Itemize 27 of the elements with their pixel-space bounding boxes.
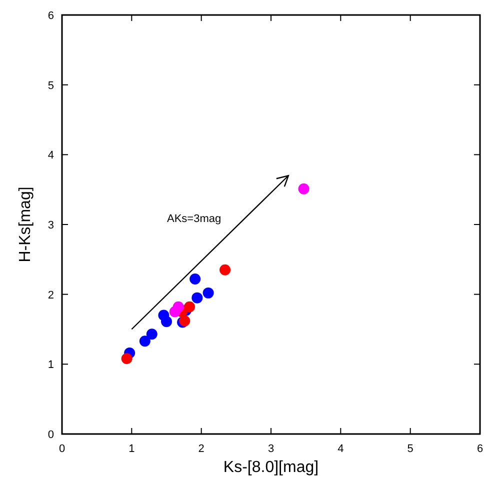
- y-tick-label: 6: [48, 10, 54, 22]
- y-tick-label: 0: [48, 429, 54, 441]
- x-tick-label: 2: [198, 443, 204, 455]
- x-tick-label: 3: [268, 443, 274, 455]
- annotation: AKs=3mag: [167, 213, 222, 225]
- point: [172, 301, 184, 312]
- y-tick-label: 1: [48, 359, 54, 372]
- x-axis-title: Ks-[8.0][mag]: [223, 459, 319, 476]
- point: [298, 183, 310, 194]
- y-tick-label: 3: [48, 220, 54, 232]
- x-tick-label: 6: [476, 443, 484, 455]
- x-tick-label: 5: [407, 443, 414, 455]
- point: [190, 273, 201, 284]
- y-tick-label: 4: [48, 150, 54, 162]
- y-tick-label: 2: [48, 289, 54, 302]
- y-tick-label: 5: [48, 80, 54, 92]
- point: [192, 292, 203, 304]
- x-tick-label: 4: [338, 443, 344, 455]
- point: [121, 353, 132, 364]
- y-axis-title: H-Ks[mag]: [17, 186, 34, 262]
- point: [146, 328, 158, 340]
- x-tick-label: 1: [128, 443, 135, 455]
- point: [220, 264, 231, 276]
- x-tick-label: 0: [58, 443, 66, 455]
- point: [139, 336, 150, 347]
- point: [161, 316, 172, 328]
- point: [202, 287, 214, 298]
